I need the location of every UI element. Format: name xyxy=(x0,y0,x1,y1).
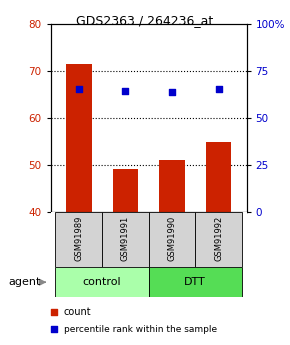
Bar xyxy=(113,169,138,212)
Bar xyxy=(55,267,148,297)
Text: GSM91989: GSM91989 xyxy=(74,216,83,262)
Point xyxy=(51,327,56,332)
Bar xyxy=(102,212,148,267)
Bar xyxy=(159,159,185,212)
Point xyxy=(170,89,174,95)
Text: GSM91992: GSM91992 xyxy=(214,216,223,261)
Text: percentile rank within the sample: percentile rank within the sample xyxy=(64,325,217,334)
Text: DTT: DTT xyxy=(184,277,206,287)
Text: GSM91990: GSM91990 xyxy=(167,216,176,261)
Point xyxy=(216,86,221,92)
Point xyxy=(51,309,56,315)
Text: count: count xyxy=(64,307,91,317)
Point xyxy=(76,86,81,92)
Bar xyxy=(66,64,92,212)
Text: agent: agent xyxy=(9,277,41,287)
Text: control: control xyxy=(83,277,121,287)
Bar xyxy=(148,267,242,297)
Point xyxy=(123,88,128,93)
Text: GDS2363 / 264236_at: GDS2363 / 264236_at xyxy=(76,14,214,27)
Bar xyxy=(55,212,102,267)
Text: GSM91991: GSM91991 xyxy=(121,216,130,261)
Bar xyxy=(195,212,242,267)
Bar xyxy=(206,142,231,212)
Bar xyxy=(148,212,195,267)
